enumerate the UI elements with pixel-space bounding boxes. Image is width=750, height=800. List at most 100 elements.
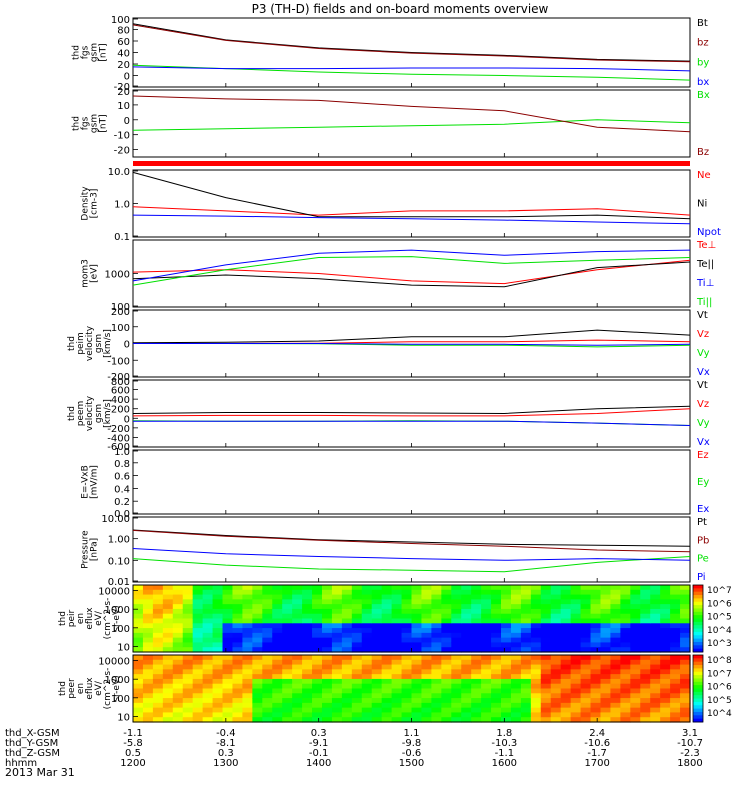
spectrogram-cell (391, 637, 403, 644)
spectrogram-cell (381, 707, 393, 714)
spectrogram-cell (540, 628, 552, 634)
spectrogram-cell (540, 717, 552, 723)
spectrogram-cell (321, 698, 333, 704)
colorbar-step (693, 605, 703, 609)
spectrogram-cell (232, 683, 244, 690)
spectrogram-cell (172, 632, 184, 639)
spectrogram-cell (321, 642, 333, 648)
spectrogram-cell (491, 594, 502, 600)
spectrogram-cell (481, 642, 492, 648)
spectrogram-cell (242, 698, 253, 704)
spectrogram-cell (451, 655, 462, 661)
spectrogram-cell (162, 698, 174, 704)
y-axis-label-line: thd (58, 681, 68, 696)
spectrogram-cell (302, 698, 313, 704)
spectrogram-cell (232, 678, 244, 685)
spectrogram-cell (471, 678, 482, 685)
spectrogram-cell (670, 678, 681, 685)
spectrogram-cell (580, 608, 592, 615)
y-tick-label: -200 (107, 372, 130, 383)
spectrogram-cell (590, 717, 602, 723)
spectrogram-cell (202, 693, 214, 699)
spectrogram-cell (550, 623, 562, 629)
spectrogram-cell (202, 702, 214, 709)
spectrogram-cell (451, 628, 462, 634)
spectrogram-cell (262, 585, 273, 591)
spectrogram-cell (133, 589, 144, 596)
spectrogram-cell (371, 655, 383, 661)
spectrogram-cell (520, 599, 532, 605)
spectrogram-cell (292, 707, 303, 714)
spectrogram-cell (520, 623, 532, 629)
spectrogram-cell (610, 637, 621, 644)
spectrogram-cell (282, 664, 293, 670)
spectrogram-cell (401, 632, 413, 639)
spectrogram-cell (262, 712, 273, 718)
spectrogram-cell (272, 693, 283, 699)
spectrogram-cell (202, 613, 214, 620)
y-tick-label: 0 (124, 72, 130, 83)
spectrogram-cell (331, 647, 343, 653)
spectrogram-cell (262, 683, 273, 690)
spectrogram-cell (133, 669, 144, 675)
spectrogram-cell (262, 659, 273, 666)
spectrogram-cell (152, 664, 164, 670)
legend-Pi: Pi (697, 572, 706, 583)
spectrogram-cell (421, 613, 432, 620)
spectrogram-cell (302, 659, 313, 666)
spectrogram-cell (560, 659, 572, 666)
spectrogram-cell (570, 585, 582, 591)
bottom-row-value: -0.1 (309, 748, 329, 759)
spectrogram-cell (192, 664, 204, 670)
spectrogram-cell (331, 608, 343, 615)
spectrogram-cell (570, 659, 582, 666)
spectrogram-cell (560, 632, 572, 639)
spectrogram-cell (192, 632, 204, 639)
series-line-Vt (132, 405, 691, 415)
spectrogram-cell (491, 683, 502, 690)
spectrogram-cell (292, 642, 303, 648)
spectrogram-cell (620, 712, 631, 718)
spectrogram-cell (371, 712, 383, 718)
spectrogram-cell (461, 659, 472, 666)
spectrogram-cell (302, 618, 313, 624)
spectrogram-cell (471, 637, 482, 644)
spectrogram-cell (491, 717, 502, 723)
spectrogram-cell (630, 683, 641, 690)
spectrogram-cell (391, 674, 403, 680)
spectrogram-cell (421, 717, 432, 723)
spectrogram-cell (272, 664, 283, 670)
spectrogram-cell (292, 618, 303, 624)
spectrogram-cell (351, 585, 363, 591)
spectrogram-cell (501, 613, 512, 620)
colorbar-step (693, 688, 703, 693)
spectrogram-cell (391, 642, 403, 648)
spectrogram-cell (491, 674, 502, 680)
spectrogram-cell (620, 669, 631, 675)
spectrogram-cell (530, 628, 542, 634)
panel-frame (132, 169, 691, 238)
spectrogram-cell (570, 707, 582, 714)
spectrogram-cell (590, 664, 602, 670)
spectrogram-cell (501, 702, 512, 709)
spectrogram-cell (560, 674, 572, 680)
spectrogram-cell (501, 693, 512, 699)
spectrogram-cell (451, 678, 462, 685)
spectrogram-cell (262, 664, 273, 670)
spectrogram-cell (381, 683, 393, 690)
spectrogram-cell (640, 585, 651, 591)
panel-9: 10^710^610^510^410^310000100010010thdpei… (58, 584, 732, 653)
spectrogram-cell (421, 674, 432, 680)
spectrogram-cell (232, 589, 244, 596)
spectrogram-cell (182, 618, 194, 624)
spectrogram-cell (192, 659, 204, 666)
spectrogram-cell (182, 702, 194, 709)
spectrogram-cell (560, 683, 572, 690)
spectrogram-cell (321, 647, 333, 653)
spectrogram-cell (590, 702, 602, 709)
spectrogram-cell (351, 683, 363, 690)
